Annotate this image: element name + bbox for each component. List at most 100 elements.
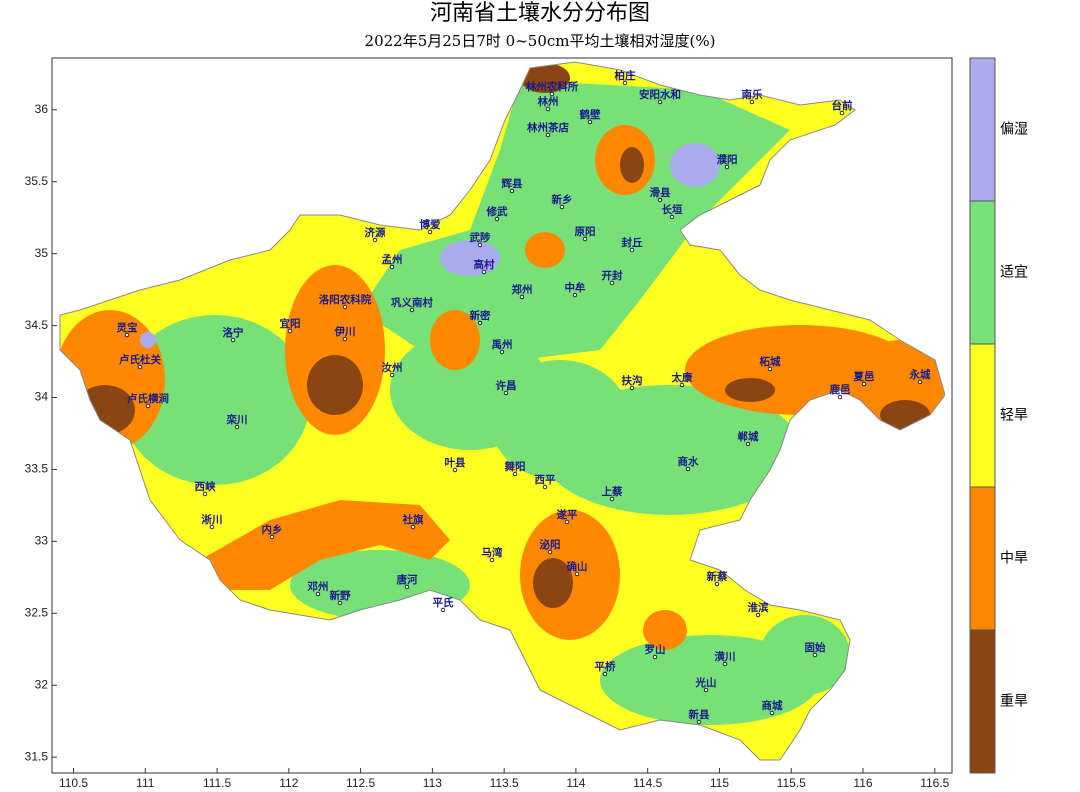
station-label: 太康: [671, 371, 693, 384]
station-label: 济源: [365, 226, 386, 239]
station-label: 长垣: [662, 203, 683, 216]
station-label: 潢川: [715, 650, 736, 663]
x-tick-label: 113: [423, 776, 442, 790]
station-marker: [652, 654, 658, 660]
station-label: 洛宁: [223, 326, 244, 339]
station-marker: [587, 119, 593, 125]
station-marker: [755, 612, 761, 618]
legend-swatch: [969, 57, 996, 202]
station-label: 马湾: [482, 546, 503, 559]
station-label: 郑州: [512, 283, 533, 296]
station-label: 原阳: [575, 226, 596, 238]
station-marker: [372, 237, 378, 243]
station-marker: [489, 557, 495, 563]
station-label: 林州农科所: [526, 80, 579, 93]
station-marker: [657, 197, 663, 203]
station-label: 罗山: [645, 643, 666, 656]
station-marker: [602, 671, 608, 677]
station-label: 修武: [486, 205, 508, 218]
station-marker: [389, 372, 395, 378]
station-label: 濮阳: [717, 153, 738, 166]
station-label: 栾川: [226, 413, 248, 426]
legend-label: 适宜: [1000, 265, 1028, 281]
station-marker: [503, 390, 509, 396]
legend-swatch: [969, 200, 996, 345]
station-label: 淮滨: [748, 601, 769, 614]
station-marker: [519, 294, 525, 300]
x-tick-label: 116.5: [920, 776, 949, 790]
station-label: 林州: [538, 95, 559, 108]
station-label: 中牟: [565, 281, 586, 294]
station-label: 卢氏杜关: [119, 353, 161, 366]
station-marker: [230, 337, 236, 343]
station-marker: [512, 471, 518, 477]
x-tick-label: 111.5: [203, 776, 232, 790]
station-label: 遂平: [557, 508, 578, 521]
station-marker: [410, 524, 416, 530]
station-label: 柘城: [760, 355, 781, 368]
station-marker: [749, 99, 755, 105]
station-label: 淅川: [202, 513, 223, 526]
station-label: 上蔡: [602, 485, 623, 498]
station-marker: [549, 91, 555, 97]
legend-swatch: [969, 486, 996, 631]
station-marker: [722, 661, 728, 667]
station-label: 夏邑: [853, 371, 875, 383]
station-label: 台前: [832, 99, 853, 112]
station-marker: [559, 204, 565, 210]
station-label: 卢氏横涧: [127, 392, 169, 405]
station-label: 宜阳: [280, 317, 301, 330]
station-marker: [342, 336, 348, 342]
legend-swatch: [969, 343, 996, 488]
legend-label: 重旱: [1000, 694, 1028, 710]
station-label: 新县: [689, 708, 710, 721]
y-tick-label: 34: [35, 390, 49, 404]
station-marker: [234, 424, 240, 430]
y-tick-label: 32: [35, 677, 49, 691]
x-tick-label: 116: [853, 776, 872, 790]
station-marker: [315, 591, 321, 597]
station-marker: [767, 366, 773, 372]
station-marker: [622, 80, 628, 86]
station-marker: [389, 264, 395, 270]
y-tick-label: 33: [35, 534, 49, 548]
station-marker: [499, 349, 505, 355]
station-marker: [337, 600, 343, 606]
station-marker: [564, 519, 570, 525]
station-label: 商水: [678, 455, 699, 468]
station-marker: [629, 247, 635, 253]
station-marker: [269, 534, 275, 540]
station-marker: [582, 236, 588, 242]
station-label: 新蔡: [707, 570, 728, 583]
station-label: 洛阳农科院: [319, 293, 372, 306]
station-label: 泌阳: [540, 538, 561, 551]
x-tick-label: 112.5: [346, 776, 375, 790]
station-label: 柏庄: [615, 69, 636, 82]
station-label: 孟州: [382, 254, 403, 266]
station-marker: [440, 607, 446, 613]
station-marker: [209, 524, 215, 530]
station-label: 固始: [805, 641, 826, 654]
station-marker: [452, 467, 458, 473]
station-marker: [404, 584, 410, 590]
station-marker: [542, 484, 548, 490]
station-marker: [714, 581, 720, 587]
station-label: 滑县: [650, 186, 671, 199]
station-label: 光山: [695, 676, 717, 689]
station-marker: [494, 216, 500, 222]
y-tick-label: 35: [35, 246, 49, 260]
station-marker: [427, 229, 433, 235]
station-label: 汝州: [382, 361, 403, 374]
station-label: 新密: [470, 309, 491, 322]
station-label: 内乡: [262, 523, 283, 536]
station-label: 平氏: [433, 596, 454, 609]
station-marker: [574, 571, 580, 577]
station-marker: [547, 549, 553, 555]
station-marker: [745, 441, 751, 447]
station-label: 西平: [535, 474, 556, 486]
station-label: 新野: [330, 589, 351, 602]
station-label: 鹿邑: [830, 383, 851, 396]
map-subtitle: 2022年5月25日7时 0~50cm平均土壤相对湿度(%): [365, 32, 716, 50]
